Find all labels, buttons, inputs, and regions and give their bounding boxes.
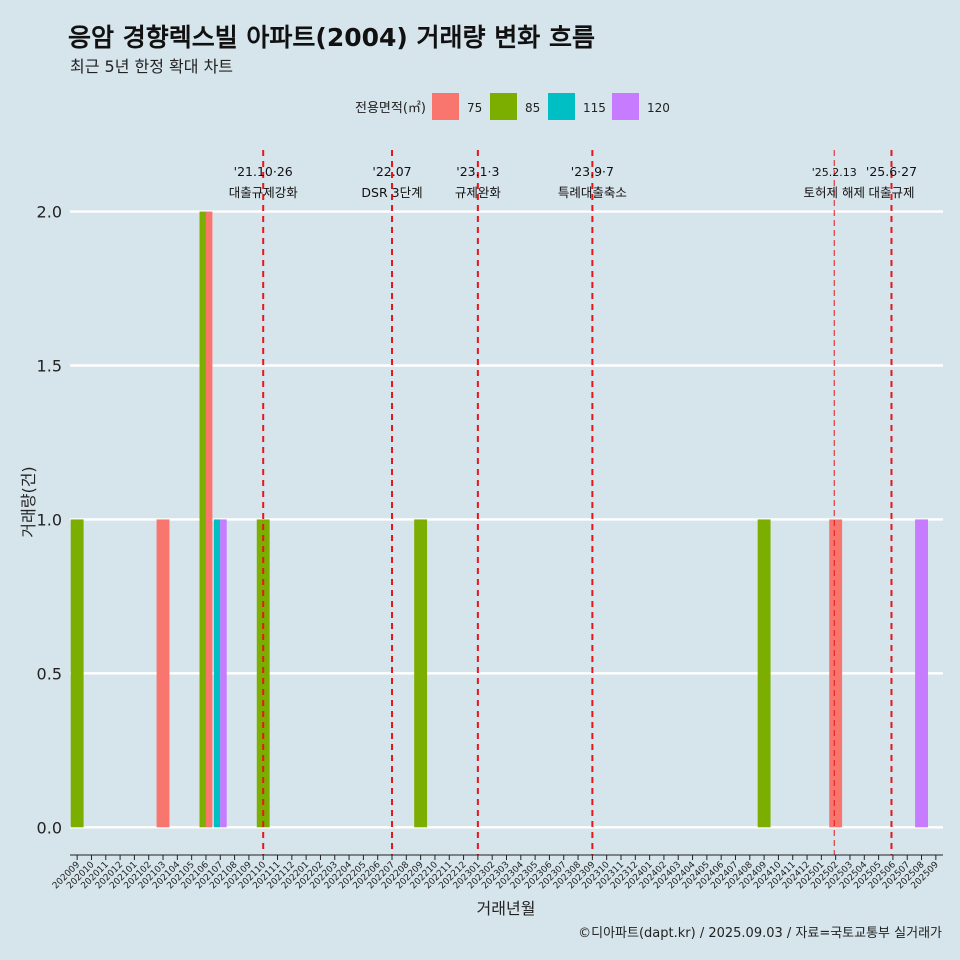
- bar-115-202107: [213, 519, 221, 828]
- source-caption: ©디아파트(dapt.kr) / 2025.09.03 / 자료=국토교통부 실…: [578, 926, 942, 941]
- event-label: 대출규제강화: [229, 185, 299, 200]
- y-axis: 0.0 0.5 1.0 1.5 2.0: [37, 203, 62, 838]
- bar-85-202409: [757, 519, 771, 828]
- event-lines: '21.10·26 대출규제강화 '22.07 DSR 3단계 '23.1·3 규제완화 '…: [229, 150, 917, 855]
- bar-85-202009: [70, 519, 84, 828]
- legend-swatch-115: [548, 93, 575, 120]
- legend-title: 전용면적(㎡): [355, 101, 426, 116]
- event-date: '25.2.13: [812, 166, 857, 179]
- y-tick-label: 0.0: [37, 818, 62, 837]
- event-date: '25.6·27: [866, 164, 917, 179]
- event-label: 토허제 해제: [803, 185, 864, 200]
- legend-swatch-85: [490, 93, 517, 120]
- event-label: DSR 3단계: [361, 185, 422, 200]
- y-tick-label: 0.5: [37, 664, 62, 683]
- x-axis: 2020092020102020112020122021012021022021…: [51, 854, 943, 891]
- legend-label-120: 120: [647, 101, 670, 115]
- event-label: 대출규제: [868, 185, 914, 200]
- bar-75-202106: [205, 211, 213, 828]
- bar-75-202502: [829, 519, 843, 828]
- event-date: '23.9·7: [571, 164, 614, 179]
- bar-85-202106: [199, 211, 206, 828]
- legend-label-115: 115: [583, 101, 606, 115]
- y-tick-label: 1.0: [37, 510, 62, 529]
- event-label: 특례대출축소: [558, 185, 627, 200]
- bars: [70, 211, 928, 828]
- bar-85-202110: [256, 519, 270, 828]
- chart-title: 응암 경향렉스빌 아파트(2004) 거래량 변화 흐름: [68, 23, 595, 52]
- event-date: '22.07: [372, 164, 411, 179]
- bar-120-202508: [915, 519, 928, 828]
- legend: 전용면적(㎡) 75 85 115 120: [355, 93, 670, 120]
- bar-85-202209: [414, 519, 428, 828]
- bar-75-202103: [156, 519, 170, 828]
- y-tick-label: 1.5: [37, 357, 62, 376]
- x-axis-label: 거래년월: [477, 899, 536, 918]
- legend-label-85: 85: [525, 101, 540, 115]
- bar-120-202107: [220, 519, 227, 828]
- legend-swatch-75: [432, 93, 459, 120]
- legend-swatch-120: [612, 93, 639, 120]
- event-label: 규제완화: [455, 185, 502, 200]
- y-axis-label: 거래량(건): [19, 466, 38, 537]
- legend-label-75: 75: [467, 101, 482, 115]
- event-date: '21.10·26: [234, 164, 293, 179]
- y-tick-label: 2.0: [37, 203, 62, 222]
- chart-subtitle: 최근 5년 한정 확대 차트: [70, 57, 234, 76]
- event-date: '23.1·3: [456, 164, 499, 179]
